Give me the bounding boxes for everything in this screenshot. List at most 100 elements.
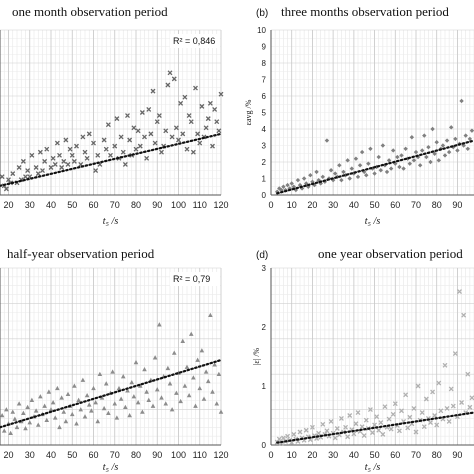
data-point (413, 429, 419, 435)
data-point (78, 407, 84, 412)
x-tick-label: 30 (328, 450, 338, 460)
data-point (370, 430, 375, 436)
data-point (432, 413, 438, 418)
data-point (159, 149, 164, 155)
data-point (125, 113, 130, 119)
data-point (403, 392, 409, 398)
data-point (411, 158, 417, 163)
x-tick-label: 90 (452, 200, 462, 210)
data-point (399, 153, 404, 158)
data-point (203, 369, 209, 374)
data-point (333, 171, 338, 176)
data-point (154, 387, 160, 392)
data-point (467, 404, 473, 410)
y-tick-label: 2 (262, 323, 267, 332)
x-tick-label: 40 (46, 450, 56, 460)
data-point (112, 143, 118, 149)
data-point (3, 186, 9, 192)
data-point (82, 414, 88, 419)
data-point (332, 435, 338, 441)
data-point (452, 351, 458, 357)
data-point (419, 410, 425, 416)
y-tick-label: 9 (262, 43, 267, 52)
data-point (409, 135, 415, 140)
data-point (182, 383, 188, 388)
data-point (37, 149, 43, 155)
data-point (338, 415, 344, 421)
x-tick-label: 100 (171, 200, 186, 210)
data-point (188, 119, 194, 125)
data-point (144, 155, 150, 161)
data-point (44, 417, 50, 423)
data-point (432, 151, 437, 156)
data-point (349, 166, 354, 171)
data-point (146, 397, 152, 402)
data-point (52, 415, 58, 420)
data-point (67, 146, 73, 152)
trend-line (0, 358, 223, 429)
data-point (442, 153, 448, 158)
data-point (80, 134, 86, 140)
data-point (407, 161, 412, 166)
x-tick-label: 70 (110, 200, 120, 210)
data-point (399, 408, 404, 414)
data-point (345, 434, 351, 440)
data-point (297, 429, 303, 435)
data-point (190, 149, 196, 155)
data-point (146, 106, 152, 112)
data-point (428, 159, 433, 165)
x-tick-label: 30 (25, 200, 35, 210)
data-point (137, 143, 143, 149)
data-point (8, 430, 13, 435)
data-point (82, 149, 88, 155)
data-point (69, 411, 75, 417)
data-point (112, 401, 118, 406)
x-axis-label: t₅ /s (365, 216, 381, 227)
data-point (184, 146, 190, 152)
data-point (114, 415, 120, 420)
data-point (372, 171, 377, 176)
data-point (76, 397, 81, 402)
data-point (448, 386, 454, 392)
data-point (281, 184, 286, 189)
data-point (455, 148, 460, 153)
x-tick-label: 40 (46, 200, 56, 210)
data-point (384, 169, 390, 175)
data-point (343, 424, 349, 430)
data-point (182, 94, 188, 100)
data-point (386, 158, 392, 163)
data-point (148, 131, 154, 137)
data-point (91, 140, 96, 146)
data-point (201, 396, 207, 401)
data-point (392, 401, 398, 407)
data-point (0, 413, 5, 418)
data-point (123, 404, 128, 410)
data-point (345, 158, 350, 163)
data-point (368, 146, 373, 151)
data-point (93, 168, 99, 174)
data-point (131, 125, 137, 131)
data-point (207, 100, 213, 106)
data-point (193, 403, 198, 408)
data-point (191, 375, 196, 380)
data-point (57, 424, 62, 430)
data-point (50, 155, 56, 161)
data-point (97, 371, 103, 376)
data-point (95, 152, 101, 158)
data-point (193, 85, 198, 91)
data-point (165, 365, 171, 371)
data-point (320, 421, 326, 427)
data-point (33, 165, 39, 170)
data-point (120, 149, 126, 155)
x-tick-label: 70 (411, 200, 421, 210)
data-point (55, 385, 60, 391)
data-point (180, 131, 186, 137)
data-point (388, 166, 394, 171)
data-point (165, 82, 171, 88)
data-point (118, 396, 124, 401)
r2-label: R² = 0,79 (173, 274, 210, 284)
data-point (218, 409, 224, 414)
data-points (0, 70, 224, 192)
data-point (388, 426, 394, 432)
panel-label: (b) (256, 8, 268, 19)
